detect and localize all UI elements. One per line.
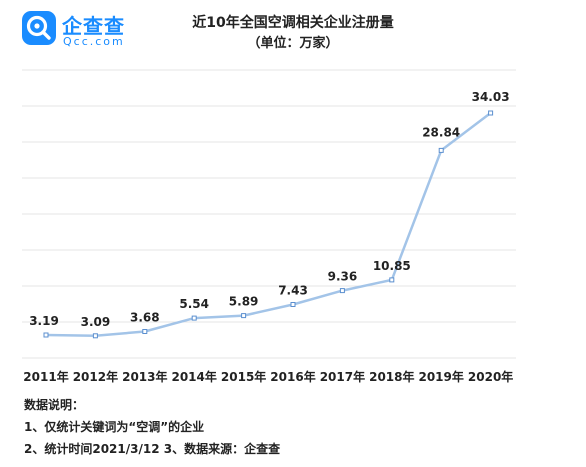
qcc-logo: 企查查 Qcc.com — [22, 8, 125, 50]
data-point-8 — [438, 147, 444, 153]
data-notes: 数据说明： 1、仅统计关键词为“空调”的企业 2、统计时间2021/3/12 3… — [24, 394, 280, 460]
data-label-9: 34.03 — [472, 90, 510, 104]
data-label-1: 3.09 — [81, 315, 111, 329]
data-label-7: 10.85 — [373, 259, 411, 273]
data-label-0: 3.19 — [29, 314, 59, 328]
notes-line-1: 1、仅统计关键词为“空调”的企业 — [24, 420, 205, 434]
qcc-logo-mark-icon — [22, 11, 56, 45]
data-label-4: 5.89 — [229, 295, 259, 309]
data-point-5 — [290, 302, 296, 307]
data-point-4 — [241, 313, 247, 319]
data-point-7 — [389, 277, 395, 283]
x-tick-label-6: 2017年 — [320, 369, 365, 384]
series-line — [44, 111, 492, 338]
data-point-0 — [43, 332, 49, 338]
data-point-3 — [191, 315, 197, 321]
data-label-6: 9.36 — [328, 270, 358, 284]
data-label-5: 7.43 — [278, 284, 308, 298]
chart-title: 近10年全国空调相关企业注册量 — [192, 15, 394, 31]
notes-line-2: 2、统计时间2021/3/12 3、数据来源：企查查 — [24, 442, 281, 456]
data-point-9 — [488, 110, 494, 116]
data-labels: 3.19 3.09 3.68 5.54 5.89 7.43 9.36 10.85 28.84 34… — [29, 90, 509, 329]
x-tick-label-3: 2014年 — [171, 369, 216, 384]
data-point-6 — [339, 288, 345, 294]
x-tick-label-0: 2011年 — [23, 369, 68, 384]
x-tick-label-7: 2018年 — [369, 369, 414, 384]
data-point-2 — [142, 329, 148, 334]
x-tick-label-8: 2019年 — [418, 369, 463, 384]
x-tick-label-5: 2016年 — [270, 369, 315, 384]
data-label-3: 5.54 — [179, 297, 209, 311]
gridlines — [22, 69, 516, 359]
logo-brand-name: 企查查 — [62, 14, 125, 38]
logo-domain-text: Qcc.com — [63, 35, 125, 48]
notes-heading: 数据说明： — [24, 398, 85, 412]
x-axis-tick-labels: 2011年 2012年 2013年 2014年 2015年 2016年 2017年 2018年… — [23, 369, 513, 384]
data-point-1 — [92, 333, 98, 339]
x-tick-label-2: 2013年 — [122, 369, 167, 384]
chart-subtitle: （单位：万家） — [247, 36, 339, 51]
x-tick-label-1: 2012年 — [73, 369, 118, 384]
x-tick-label-4: 2015年 — [221, 369, 266, 384]
data-label-2: 3.68 — [130, 311, 160, 325]
data-markers — [43, 110, 494, 339]
x-tick-label-9: 2020年 — [468, 369, 513, 384]
data-label-8: 28.84 — [422, 125, 460, 139]
